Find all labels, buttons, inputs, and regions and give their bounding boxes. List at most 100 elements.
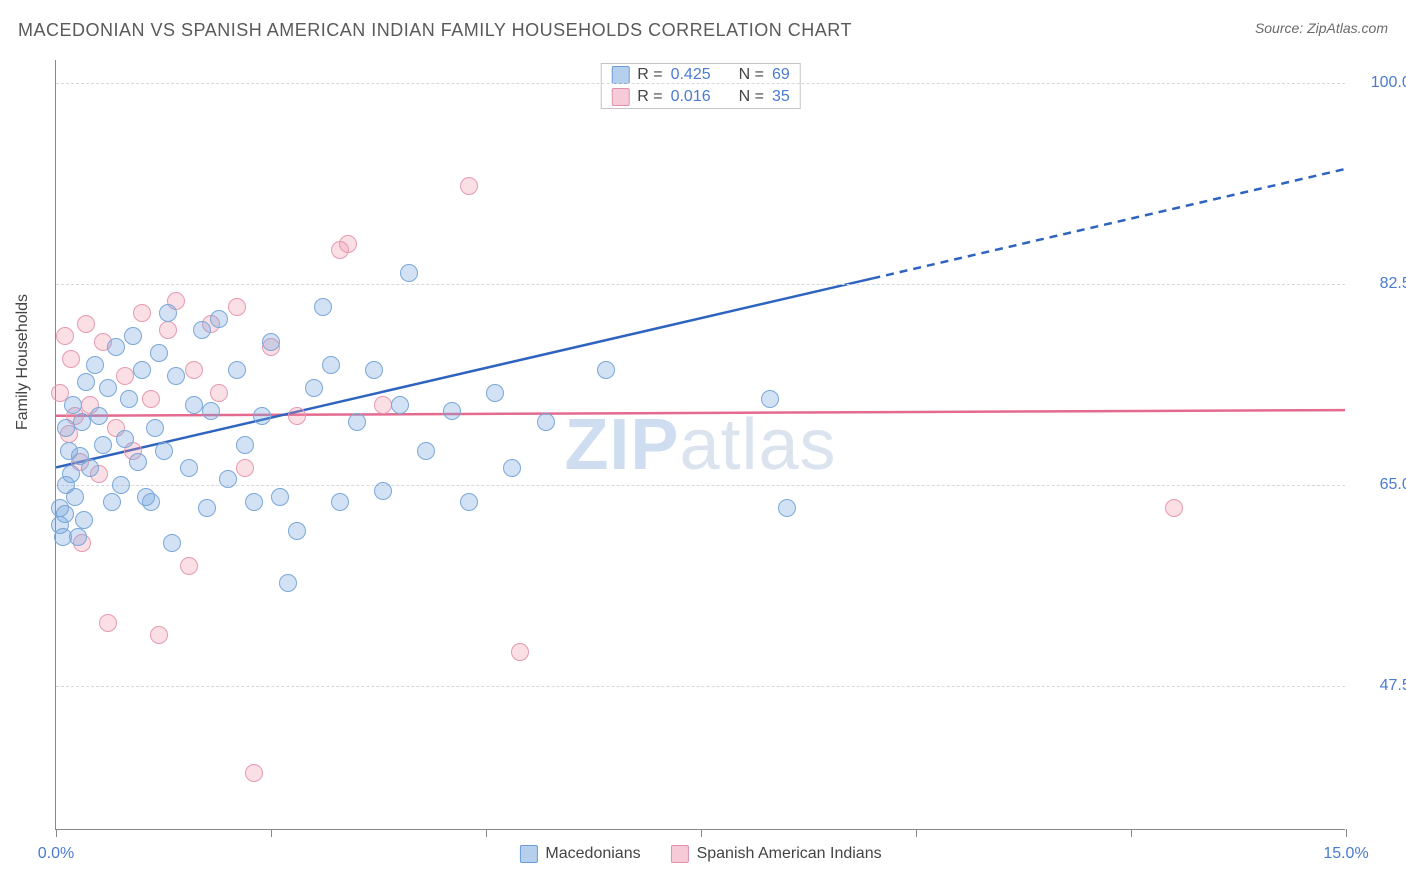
x-tick-label: 0.0% bbox=[38, 845, 74, 863]
legend-item-blue: Macedonians bbox=[519, 845, 640, 863]
gridline bbox=[56, 686, 1345, 687]
data-point bbox=[112, 476, 130, 494]
data-point bbox=[1165, 499, 1183, 517]
data-point bbox=[159, 304, 177, 322]
data-point bbox=[150, 344, 168, 362]
data-point bbox=[288, 407, 306, 425]
source-attribution: Source: ZipAtlas.com bbox=[1255, 20, 1388, 36]
n-value-pink: 35 bbox=[772, 88, 790, 106]
scatter-plot: ZIPatlas R = 0.425 N = 69 R = 0.016 N = … bbox=[55, 60, 1345, 830]
data-point bbox=[253, 407, 271, 425]
data-point bbox=[142, 390, 160, 408]
chart-title: MACEDONIAN VS SPANISH AMERICAN INDIAN FA… bbox=[18, 20, 852, 40]
swatch-blue bbox=[611, 66, 629, 84]
data-point bbox=[417, 442, 435, 460]
data-point bbox=[761, 390, 779, 408]
x-tick bbox=[56, 829, 57, 837]
y-tick-label: 65.0% bbox=[1355, 476, 1406, 494]
data-point bbox=[778, 499, 796, 517]
data-point bbox=[374, 396, 392, 414]
data-point bbox=[443, 402, 461, 420]
n-label: N = bbox=[739, 88, 764, 106]
swatch-blue bbox=[519, 845, 537, 863]
data-point bbox=[56, 327, 74, 345]
gridline bbox=[56, 83, 1345, 84]
data-point bbox=[116, 430, 134, 448]
x-tick-label: 15.0% bbox=[1323, 845, 1368, 863]
y-axis-label: Family Households bbox=[14, 294, 32, 430]
x-tick bbox=[701, 829, 702, 837]
source-name: ZipAtlas.com bbox=[1307, 20, 1388, 36]
data-point bbox=[56, 505, 74, 523]
data-point bbox=[75, 511, 93, 529]
data-point bbox=[279, 574, 297, 592]
data-point bbox=[374, 482, 392, 500]
data-point bbox=[228, 361, 246, 379]
x-tick bbox=[271, 829, 272, 837]
x-tick bbox=[916, 829, 917, 837]
n-value-blue: 69 bbox=[772, 66, 790, 84]
data-point bbox=[271, 488, 289, 506]
data-point bbox=[120, 390, 138, 408]
data-point bbox=[314, 298, 332, 316]
data-point bbox=[90, 407, 108, 425]
data-point bbox=[365, 361, 383, 379]
data-point bbox=[262, 333, 280, 351]
data-point bbox=[73, 413, 91, 431]
data-point bbox=[94, 436, 112, 454]
data-point bbox=[107, 338, 125, 356]
legend-series: Macedonians Spanish American Indians bbox=[519, 845, 881, 863]
y-tick-label: 100.0% bbox=[1355, 74, 1406, 92]
data-point bbox=[511, 643, 529, 661]
data-point bbox=[597, 361, 615, 379]
data-point bbox=[245, 493, 263, 511]
data-point bbox=[219, 470, 237, 488]
gridline bbox=[56, 284, 1345, 285]
y-tick-label: 82.5% bbox=[1355, 275, 1406, 293]
x-tick bbox=[1131, 829, 1132, 837]
data-point bbox=[339, 235, 357, 253]
data-point bbox=[86, 356, 104, 374]
data-point bbox=[391, 396, 409, 414]
data-point bbox=[486, 384, 504, 402]
r-label: R = bbox=[637, 66, 662, 84]
data-point bbox=[116, 367, 134, 385]
data-point bbox=[150, 626, 168, 644]
data-point bbox=[460, 177, 478, 195]
data-point bbox=[331, 493, 349, 511]
legend-label-pink: Spanish American Indians bbox=[697, 845, 882, 863]
data-point bbox=[133, 304, 151, 322]
data-point bbox=[198, 499, 216, 517]
data-point bbox=[288, 522, 306, 540]
data-point bbox=[129, 453, 147, 471]
data-point bbox=[99, 614, 117, 632]
swatch-pink bbox=[611, 88, 629, 106]
data-point bbox=[103, 493, 121, 511]
data-point bbox=[142, 493, 160, 511]
x-tick bbox=[1346, 829, 1347, 837]
data-point bbox=[460, 493, 478, 511]
data-point bbox=[180, 557, 198, 575]
data-point bbox=[228, 298, 246, 316]
data-point bbox=[503, 459, 521, 477]
data-point bbox=[146, 419, 164, 437]
data-point bbox=[193, 321, 211, 339]
x-tick bbox=[486, 829, 487, 837]
r-value-blue: 0.425 bbox=[671, 66, 711, 84]
legend-item-pink: Spanish American Indians bbox=[671, 845, 882, 863]
r-label: R = bbox=[637, 88, 662, 106]
data-point bbox=[245, 764, 263, 782]
data-point bbox=[163, 534, 181, 552]
legend-row-pink: R = 0.016 N = 35 bbox=[601, 86, 800, 108]
data-point bbox=[185, 361, 203, 379]
data-point bbox=[210, 310, 228, 328]
chart-header: MACEDONIAN VS SPANISH AMERICAN INDIAN FA… bbox=[18, 20, 1388, 50]
data-point bbox=[124, 327, 142, 345]
data-point bbox=[155, 442, 173, 460]
data-point bbox=[81, 459, 99, 477]
source-prefix: Source: bbox=[1255, 20, 1307, 36]
data-point bbox=[180, 459, 198, 477]
gridline bbox=[56, 485, 1345, 486]
swatch-pink bbox=[671, 845, 689, 863]
n-label: N = bbox=[739, 66, 764, 84]
